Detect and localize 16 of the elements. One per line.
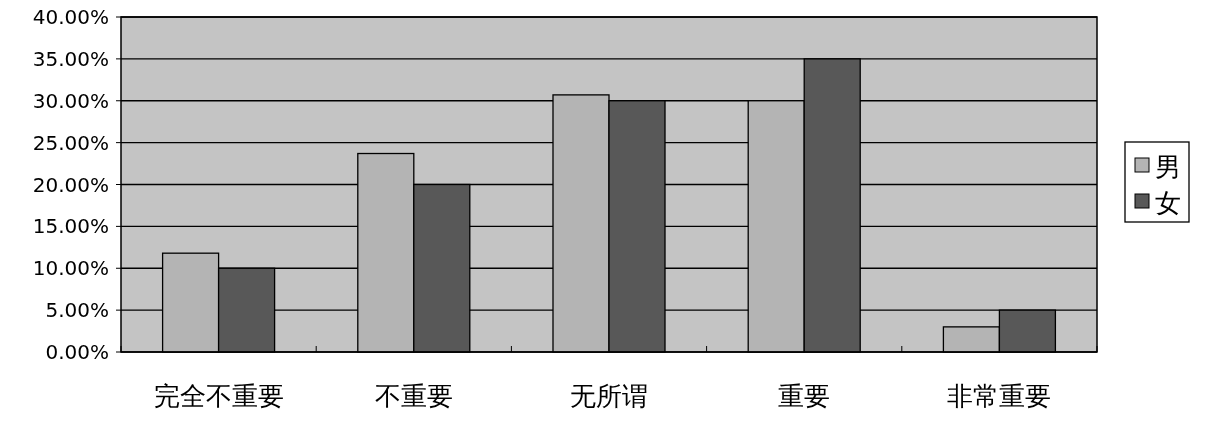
y-tick-label: 30.00% bbox=[32, 88, 109, 113]
x-tick-label: 非常重要 bbox=[947, 381, 1052, 411]
y-tick-label: 20.00% bbox=[32, 172, 109, 197]
x-tick-label: 完全不重要 bbox=[153, 381, 284, 411]
y-tick-label: 25.00% bbox=[32, 130, 109, 155]
y-tick-label: 10.00% bbox=[32, 256, 109, 281]
y-tick-label: 40.00% bbox=[32, 5, 109, 29]
x-tick-label: 重要 bbox=[778, 381, 831, 411]
x-tick-label: 无所谓 bbox=[570, 381, 648, 411]
y-tick-label: 0.00% bbox=[45, 340, 109, 364]
y-tick-label: 15.00% bbox=[32, 214, 109, 239]
x-tick-label: 不重要 bbox=[374, 381, 453, 411]
y-tick-label: 5.00% bbox=[45, 298, 109, 323]
legend-label: 女 bbox=[1155, 188, 1181, 218]
legend-label: 男 bbox=[1155, 152, 1181, 182]
y-tick-label: 35.00% bbox=[32, 46, 109, 71]
